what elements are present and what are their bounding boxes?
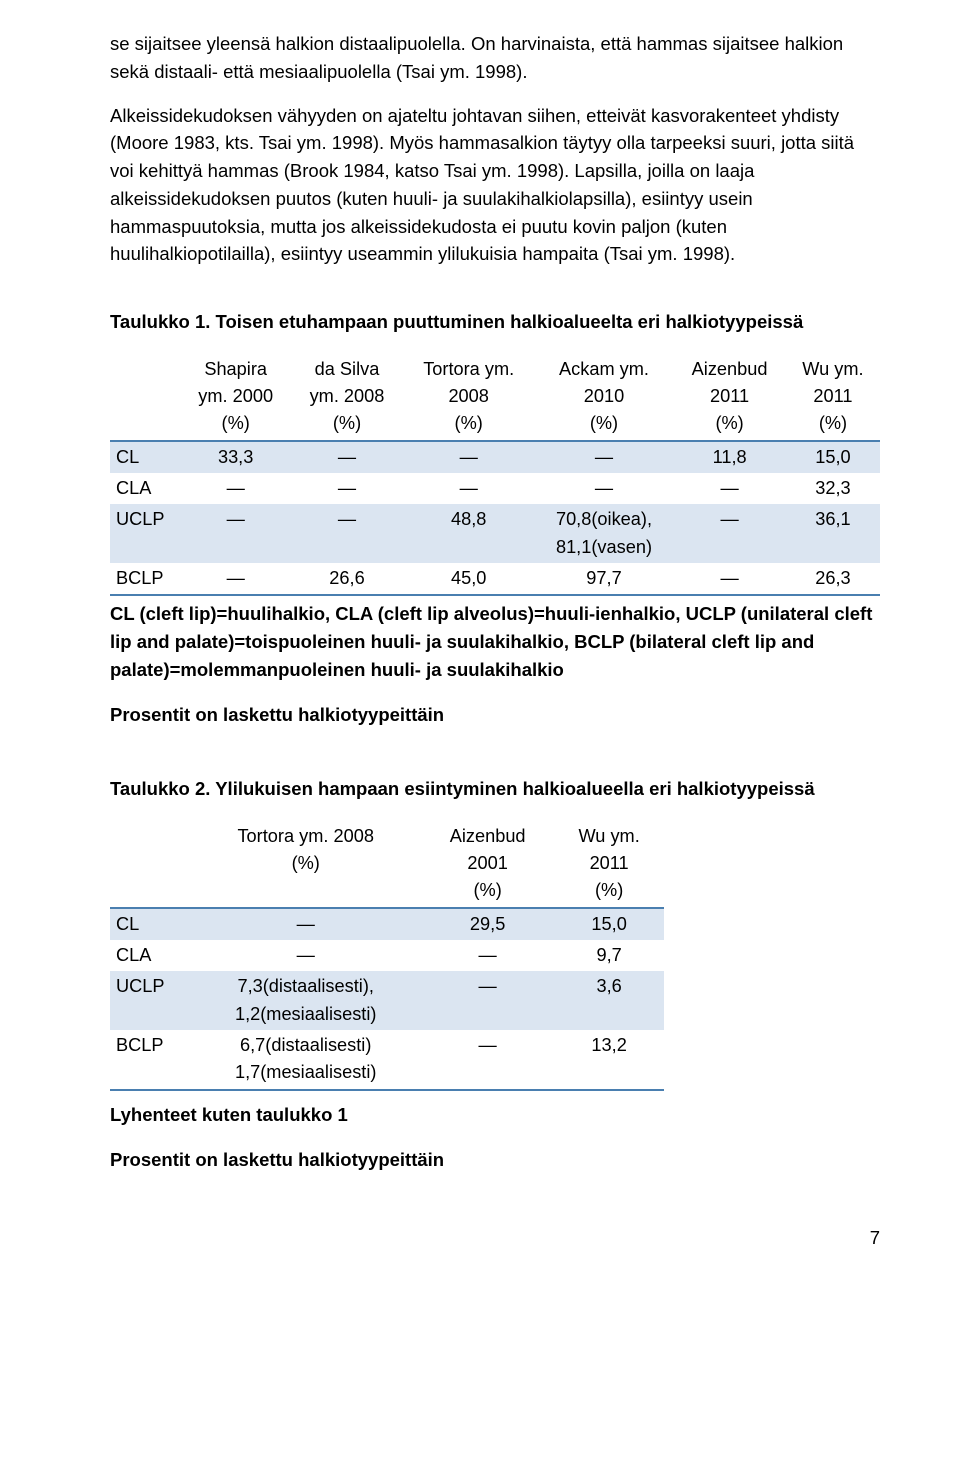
body-paragraph-1: se sijaitsee yleensä halkion distaalipuo… (110, 30, 880, 86)
table1: Shapiraym. 2000(%) da Silvaym. 2008(%) T… (110, 354, 880, 596)
t1-cl-c6: 15,0 (786, 441, 880, 473)
t1-cl-c5: 11,8 (673, 441, 786, 473)
t1-h3: Tortora ym.2008(%) (403, 354, 535, 441)
t1-cl-c2: — (291, 441, 402, 473)
t1-uclp-label: UCLP (110, 504, 180, 563)
table2-legend: Lyhenteet kuten taulukko 1 (110, 1101, 880, 1129)
t2-bclp-c1: 6,7(distaalisesti)1,7(mesiaalisesti) (190, 1030, 421, 1090)
t1-cla-label: CLA (110, 473, 180, 504)
t2-cl-c2: 29,5 (421, 908, 553, 940)
t1-cla-c6: 32,3 (786, 473, 880, 504)
t2-h3: Wu ym.2011(%) (554, 821, 665, 908)
t1-bclp-c6: 26,3 (786, 563, 880, 595)
t2-h1: Tortora ym. 2008(%) (190, 821, 421, 908)
t1-cla-c2: — (291, 473, 402, 504)
t1-uclp-c6: 36,1 (786, 504, 880, 563)
t2-cla-c1: — (190, 940, 421, 971)
t1-uclp-c3: 48,8 (403, 504, 535, 563)
t1-cl-label: CL (110, 441, 180, 473)
t2-row-cl: CL — 29,5 15,0 (110, 908, 664, 940)
page-number: 7 (110, 1224, 880, 1252)
t1-uclp-c1: — (180, 504, 291, 563)
t2-row-cla: CLA — — 9,7 (110, 940, 664, 971)
table1-note: Prosentit on laskettu halkiotyypeittäin (110, 701, 880, 729)
table1-title: Taulukko 1. Toisen etuhampaan puuttumine… (110, 308, 880, 336)
t1-bclp-c5: — (673, 563, 786, 595)
t1-h4: Ackam ym.2010(%) (535, 354, 674, 441)
t1-uclp-c2: — (291, 504, 402, 563)
t2-cl-label: CL (110, 908, 190, 940)
t2-cla-label: CLA (110, 940, 190, 971)
t2-row-bclp: BCLP 6,7(distaalisesti)1,7(mesiaalisesti… (110, 1030, 664, 1090)
t1-row-bclp: BCLP — 26,6 45,0 97,7 — 26,3 (110, 563, 880, 595)
t1-bclp-c2: 26,6 (291, 563, 402, 595)
t2-bclp-c2: — (421, 1030, 553, 1090)
t2-bclp-label: BCLP (110, 1030, 190, 1090)
t1-cla-c5: — (673, 473, 786, 504)
table2-note: Prosentit on laskettu halkiotyypeittäin (110, 1146, 880, 1174)
t1-h6: Wu ym.2011(%) (786, 354, 880, 441)
t2-uclp-c3: 3,6 (554, 971, 665, 1030)
body-paragraph-2: Alkeissidekudoksen vähyyden on ajateltu … (110, 102, 880, 269)
t2-cla-c2: — (421, 940, 553, 971)
t1-h0 (110, 354, 180, 441)
t1-h5: Aizenbud2011(%) (673, 354, 786, 441)
t1-bclp-c4: 97,7 (535, 563, 674, 595)
t1-cl-c3: — (403, 441, 535, 473)
t1-bclp-c3: 45,0 (403, 563, 535, 595)
t2-h2: Aizenbud2001(%) (421, 821, 553, 908)
t1-row-cl: CL 33,3 — — — 11,8 15,0 (110, 441, 880, 473)
t1-h1: Shapiraym. 2000(%) (180, 354, 291, 441)
t2-row-uclp: UCLP 7,3(distaalisesti),1,2(mesiaalisest… (110, 971, 664, 1030)
t2-bclp-c3: 13,2 (554, 1030, 665, 1090)
t1-cla-c4: — (535, 473, 674, 504)
table1-legend: CL (cleft lip)=huulihalkio, CLA (cleft l… (110, 600, 880, 683)
t2-uclp-c1: 7,3(distaalisesti),1,2(mesiaalisesti) (190, 971, 421, 1030)
t2-cl-c3: 15,0 (554, 908, 665, 940)
t1-cl-c4: — (535, 441, 674, 473)
t1-bclp-label: BCLP (110, 563, 180, 595)
table1-container: Shapiraym. 2000(%) da Silvaym. 2008(%) T… (110, 354, 880, 596)
t2-cl-c1: — (190, 908, 421, 940)
t1-uclp-c4: 70,8(oikea),81,1(vasen) (535, 504, 674, 563)
t1-row-uclp: UCLP — — 48,8 70,8(oikea),81,1(vasen) — … (110, 504, 880, 563)
t2-h0 (110, 821, 190, 908)
t1-row-cla: CLA — — — — — 32,3 (110, 473, 880, 504)
table2-container: Tortora ym. 2008(%) Aizenbud2001(%) Wu y… (110, 821, 880, 1091)
t1-cl-c1: 33,3 (180, 441, 291, 473)
t1-h2: da Silvaym. 2008(%) (291, 354, 402, 441)
table2: Tortora ym. 2008(%) Aizenbud2001(%) Wu y… (110, 821, 664, 1091)
t1-bclp-c1: — (180, 563, 291, 595)
t2-uclp-label: UCLP (110, 971, 190, 1030)
table2-title: Taulukko 2. Ylilukuisen hampaan esiintym… (110, 775, 880, 803)
t1-cla-c1: — (180, 473, 291, 504)
t1-cla-c3: — (403, 473, 535, 504)
t2-cla-c3: 9,7 (554, 940, 665, 971)
t2-uclp-c2: — (421, 971, 553, 1030)
t1-uclp-c5: — (673, 504, 786, 563)
